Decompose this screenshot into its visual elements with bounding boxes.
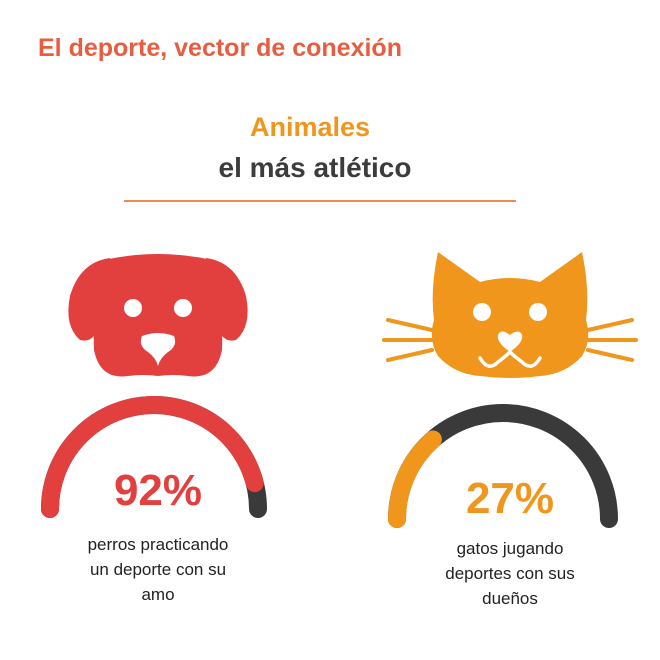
dogs-percentage: 92% (113, 466, 203, 515)
title-divider (124, 200, 516, 202)
cat-face-icon (382, 252, 638, 378)
dogs-caption-line-2: un deporte con su (89, 560, 227, 579)
cats-percentage: 27% (465, 474, 555, 523)
section-subtitle: el más atlético (218, 152, 412, 183)
dogs-gauge-fill (41, 396, 264, 518)
dogs-caption-line-1: perros practicando (87, 535, 229, 554)
page-title: El deporte, vector de conexión (38, 34, 402, 62)
cats-caption-line-3: dueños (482, 589, 538, 608)
cats-caption-line-2: deportes con sus (445, 564, 575, 583)
dogs-gauge-graphic (41, 254, 267, 518)
cats-gauge-panel: 27% gatos jugando deportes con sus dueño… (370, 240, 650, 640)
cats-caption-line-1: gatos jugando (456, 539, 564, 558)
dogs-gauge-panel: 92% perros practicando un deporte con su… (18, 240, 298, 640)
cats-gauge-fill (388, 430, 442, 528)
dog-face-icon (68, 254, 248, 377)
dogs-caption: perros practicando un deporte con su amo (68, 532, 248, 607)
cats-caption: gatos jugando deportes con sus dueños (415, 536, 605, 611)
section-title: Animales (249, 112, 371, 142)
dogs-caption-line-3: amo (141, 585, 175, 604)
cats-gauge-graphic (382, 252, 638, 528)
